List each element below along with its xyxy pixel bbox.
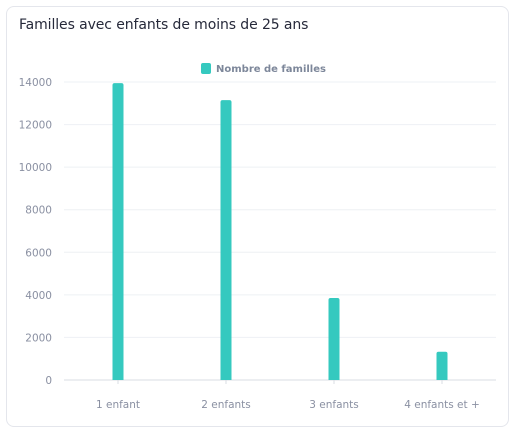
bar-3[interactable]: [328, 298, 340, 380]
y-tick-label: 2000: [25, 332, 52, 344]
x-tick-label: 4 enfants et +: [404, 399, 480, 411]
y-tick-label: 12000: [19, 120, 52, 132]
x-tick-label: 2 enfants: [201, 399, 251, 411]
legend[interactable]: Nombre de familles: [201, 63, 326, 75]
x-tick-label: 1 enfant: [96, 399, 140, 411]
y-tick-label: 6000: [25, 247, 52, 259]
chart-title: Familles avec enfants de moins de 25 ans: [19, 17, 309, 33]
y-tick-label: 8000: [25, 205, 52, 217]
bar-4[interactable]: [436, 351, 448, 380]
y-tick-label: 14000: [19, 77, 52, 89]
bars: [112, 83, 448, 381]
gridlines: [64, 81, 496, 381]
legend-swatch: [201, 63, 211, 74]
bar-1[interactable]: [112, 83, 124, 381]
x-axis-ticks: 1 enfant 2 enfants 3 enfants 4 enfants et +: [96, 380, 480, 411]
bar-2[interactable]: [220, 100, 232, 380]
legend-label[interactable]: Nombre de familles: [216, 64, 326, 75]
y-axis-ticks: 0 2000 4000 6000 8000 10000 12000 14000: [19, 77, 52, 387]
chart-card: Familles avec enfants de moins de 25 ans: [6, 6, 509, 427]
y-tick-label: 10000: [19, 162, 52, 174]
y-tick-label: 0: [45, 375, 52, 387]
x-tick-label: 3 enfants: [309, 399, 359, 411]
y-tick-label: 4000: [25, 290, 52, 302]
